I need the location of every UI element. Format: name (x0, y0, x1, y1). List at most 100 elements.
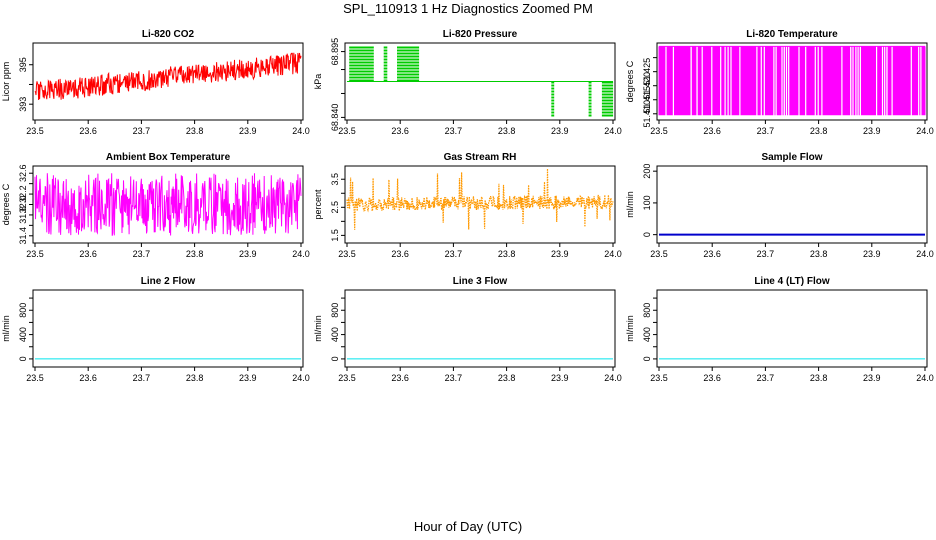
panel-title: Li-820 Temperature (746, 29, 838, 40)
data-series-burst (383, 45, 388, 82)
panel-line-4-lt-flow: Line 4 (LT) Flow ml/min 23.5 23.6 23.7 23.8 23… (625, 276, 934, 383)
x-tick-label: 23.8 (186, 373, 204, 383)
x-tick-label: 23.5 (26, 126, 44, 136)
y-tick-label: 0 (642, 232, 652, 237)
x-tick-label: 23.5 (338, 126, 356, 136)
x-tick-label: 24.0 (292, 373, 310, 383)
plot-frame (656, 42, 928, 121)
panel-title: Gas Stream RH (444, 152, 517, 163)
x-tick-label: 24.0 (916, 126, 934, 136)
x-tick-label: 23.6 (703, 126, 721, 136)
data-series-group (346, 168, 614, 230)
data-series-line (34, 52, 302, 101)
x-tick-label: 23.8 (810, 249, 828, 259)
panel-line-2-flow: Line 2 Flow ml/min 23.5 23.6 23.7 23.8 23.9 24.… (1, 276, 310, 383)
data-series-line (346, 168, 614, 230)
x-tick-label: 23.8 (498, 373, 516, 383)
x-tick-label: 23.8 (498, 126, 516, 136)
y-tick-label: 800 (642, 303, 652, 318)
x-tick-label: 23.7 (445, 249, 463, 259)
plot-frame (344, 289, 616, 368)
x-tick-label: 23.5 (650, 373, 668, 383)
x-tick-label: 23.6 (79, 249, 97, 259)
x-tick-label: 23.5 (338, 373, 356, 383)
data-series-burst (588, 81, 592, 118)
y-tick-label: 800 (330, 303, 340, 318)
panel-title: Li-820 CO2 (142, 29, 195, 40)
x-tick-label: 24.0 (604, 126, 622, 136)
y-axis-label: percent (313, 189, 323, 220)
y-tick-label: 32.6 (18, 164, 28, 182)
x-tick-label: 24.0 (916, 373, 934, 383)
x-tick-label: 23.9 (239, 249, 257, 259)
y-tick-label: 400 (642, 327, 652, 342)
x-tick-label: 24.0 (604, 249, 622, 259)
panel-li820-co2: Li-820 CO2 Licor ppm 23.5 23.6 23.7 23.8 23.9 2… (1, 29, 310, 136)
panel-title: Line 2 Flow (141, 276, 196, 287)
panel-li820-temperature: Li-820 Temperature degrees C 23.5 23.6 23.7 2… (625, 29, 934, 136)
panel-ambient-box-temperature: Ambient Box Temperature degrees C 23.5 23.6… (1, 152, 310, 259)
figure-x-axis-label: Hour of Day (UTC) (414, 519, 522, 534)
data-series-burst (397, 45, 420, 82)
figure-title: SPL_110913 1 Hz Diagnostics Zoomed PM (343, 1, 593, 16)
x-tick-label: 23.7 (445, 126, 463, 136)
y-tick-label: 2.5 (330, 201, 340, 214)
y-tick-label: 400 (18, 327, 28, 342)
x-tick-label: 23.6 (79, 126, 97, 136)
y-tick-label: 393 (18, 97, 28, 112)
x-tick-label: 23.7 (133, 249, 151, 259)
x-tick-label: 23.9 (551, 126, 569, 136)
y-axis-label: degrees C (625, 60, 635, 102)
y-tick-label: 0 (18, 356, 28, 361)
panel-title: Li-820 Pressure (443, 29, 518, 40)
y-tick-label: 68.840 (330, 104, 340, 132)
y-tick-label: 68.895 (330, 38, 340, 66)
y-tick-label: 31.8 (18, 206, 28, 224)
y-tick-label: 51.410 (642, 100, 652, 128)
panel-line-3-flow: Line 3 Flow ml/min 23.5 23.6 23.7 23.8 23.9 24.… (313, 276, 622, 383)
plot-frame (656, 165, 928, 244)
x-tick-label: 23.9 (551, 249, 569, 259)
y-axis-label: ml/min (1, 315, 11, 342)
x-tick-label: 23.9 (863, 126, 881, 136)
data-series-group (347, 45, 614, 118)
y-tick-label: 1.5 (330, 229, 340, 242)
panel-title: Line 4 (LT) Flow (754, 276, 830, 287)
panel-title: Sample Flow (761, 152, 822, 163)
y-tick-label: 51.420 (642, 72, 652, 100)
x-tick-label: 23.7 (133, 373, 151, 383)
x-tick-label: 23.8 (186, 249, 204, 259)
plot-frame (656, 289, 928, 368)
x-tick-label: 24.0 (292, 126, 310, 136)
y-tick-label: 3.5 (330, 173, 340, 186)
x-tick-label: 23.7 (757, 249, 775, 259)
x-tick-label: 23.8 (186, 126, 204, 136)
x-tick-label: 23.5 (338, 249, 356, 259)
data-series-line (34, 173, 302, 236)
plot-frame (32, 289, 304, 368)
y-tick-label: 395 (18, 57, 28, 72)
x-tick-label: 23.5 (650, 126, 668, 136)
data-series-group (34, 52, 302, 101)
y-axis-label: degrees C (1, 183, 11, 225)
x-tick-label: 23.6 (703, 249, 721, 259)
x-tick-label: 23.6 (391, 249, 409, 259)
y-tick-label: 51.425 (642, 58, 652, 86)
y-tick-label: 0 (642, 356, 652, 361)
y-axis-label: kPa (313, 74, 323, 90)
x-tick-label: 24.0 (916, 249, 934, 259)
y-tick-label: 32.2 (18, 185, 28, 203)
x-tick-label: 23.5 (650, 249, 668, 259)
data-series-burst (349, 45, 374, 82)
x-tick-label: 23.6 (79, 373, 97, 383)
y-tick-label: 32.0 (18, 196, 28, 214)
data-series-line (658, 46, 926, 116)
y-tick-label: 100 (642, 195, 652, 210)
x-tick-label: 24.0 (292, 249, 310, 259)
panel-li820-pressure: Li-820 Pressure kPa 23.5 23.6 23.7 23.8 23.9 24… (313, 29, 622, 136)
y-axis-label: ml/min (313, 315, 323, 342)
x-tick-label: 23.9 (863, 373, 881, 383)
x-tick-label: 24.0 (604, 373, 622, 383)
